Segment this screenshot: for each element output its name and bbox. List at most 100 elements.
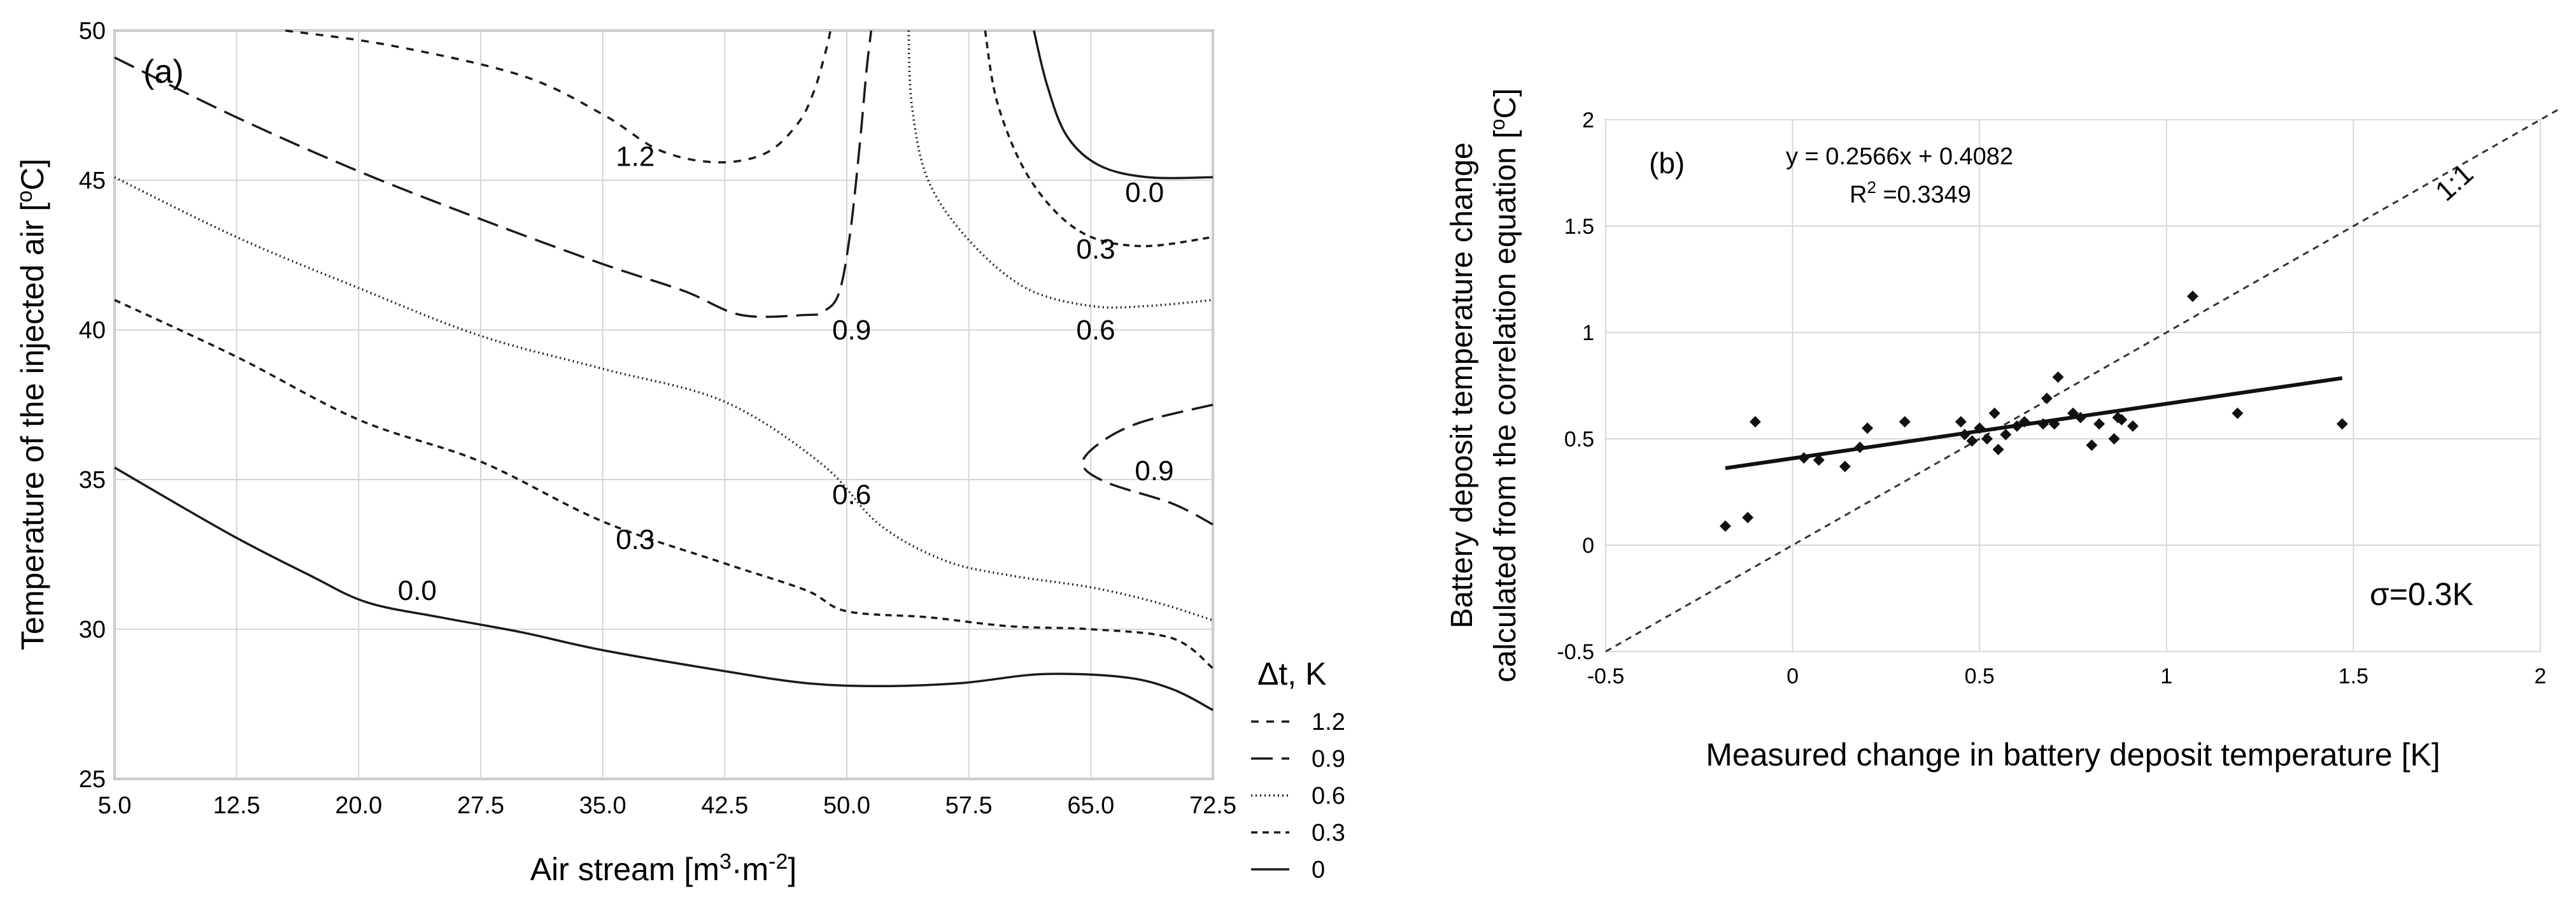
x-tick-label: 12.5	[213, 792, 260, 819]
x-tick-label: 0	[1787, 664, 1799, 688]
legend-label: 1.2	[1312, 709, 1345, 736]
data-point	[1958, 429, 1971, 441]
contour-line-0-6	[114, 176, 1214, 622]
panel-a-y-axis-label: Temperature of the injected air [oC]	[13, 159, 50, 650]
data-point	[1862, 422, 1874, 434]
x-tick-label: 0.5	[1965, 664, 1995, 688]
data-point	[1798, 452, 1810, 464]
x-tick-label: 20.0	[335, 792, 382, 819]
y-tick-label: 25	[79, 766, 106, 793]
panel-a-label: (a)	[143, 53, 184, 90]
data-point	[2186, 290, 2198, 303]
y-tick-label: 1	[1582, 321, 1594, 345]
contour-label: 1.2	[616, 141, 655, 172]
y-tick-label: 2	[1582, 108, 1594, 132]
data-point	[2108, 433, 2120, 445]
data-point	[1813, 454, 1825, 466]
y-tick-label: 1.5	[1564, 215, 1594, 239]
data-point	[2018, 416, 2030, 428]
contour-line-0-9	[1081, 403, 1214, 526]
x-tick-label: 57.5	[945, 792, 993, 819]
contour-line-0	[1033, 30, 1214, 180]
panel-b-label: (b)	[1649, 146, 1685, 180]
legend-title: Δt, K	[1257, 656, 1326, 692]
contour-label: 0.6	[1076, 315, 1115, 346]
data-point	[1992, 443, 2004, 455]
data-point	[2093, 418, 2105, 430]
contour-label: 0.0	[398, 575, 437, 606]
panel-a-y-tick-labels: 25 30 35 40 45 50	[79, 18, 106, 793]
data-point	[2067, 407, 2079, 419]
data-point	[1749, 416, 1761, 428]
panel-b-lines	[1605, 108, 2560, 653]
panel-a-x-tick-labels: 5.0 12.5 20.0 27.5 35.0 42.5 50.0 57.5 65.0 72.5	[98, 792, 1236, 819]
panel-b-y-tick-labels: -0.5 0 0.5 1 1.5 2	[1557, 108, 1594, 664]
x-tick-label: 65.0	[1067, 792, 1114, 819]
data-point	[1899, 416, 1911, 428]
y-tick-label: 50	[79, 18, 106, 45]
legend-label: 0.3	[1312, 820, 1345, 846]
x-tick-label: 5.0	[98, 792, 132, 819]
data-point	[2074, 411, 2086, 424]
x-tick-label: 35.0	[579, 792, 626, 819]
data-point	[2232, 407, 2244, 419]
panel-b-y-axis-label-line1: Battery deposit temperature change	[1445, 142, 1479, 628]
data-point	[1742, 511, 1754, 524]
sigma-label: σ=0.3K	[2370, 576, 2473, 612]
y-tick-label: 35	[79, 467, 106, 494]
x-tick-label: 72.5	[1189, 792, 1236, 819]
contour-label: 0.3	[616, 524, 655, 555]
legend-label: 0.6	[1312, 783, 1345, 809]
y-tick-label: 40	[79, 317, 106, 344]
contour-line-0-6	[907, 30, 1214, 309]
x-tick-label: 42.5	[701, 792, 748, 819]
data-point	[1955, 416, 1967, 428]
legend-label: 0	[1312, 857, 1325, 883]
x-tick-label: 2	[2535, 664, 2547, 688]
data-point	[2116, 413, 2128, 425]
x-tick-label: -0.5	[1587, 664, 1625, 688]
data-point	[2011, 420, 2023, 432]
data-point	[1974, 422, 1986, 434]
panel-a-plot-frame	[113, 29, 1214, 780]
contour-label: 0.6	[832, 480, 871, 511]
data-point	[2041, 392, 2053, 404]
x-tick-label: 1	[2160, 664, 2172, 688]
panel-a-contours	[114, 29, 1214, 711]
contour-line-1-2	[285, 29, 832, 164]
panel-a-x-axis-label: Air stream [m3·m-2]	[530, 850, 797, 887]
data-point	[2086, 439, 2098, 452]
panel-b-y-axis-label-line2: calculated from the correlation equation…	[1486, 89, 1522, 683]
legend-label: 0.9	[1312, 746, 1345, 773]
panel-b-points	[1719, 290, 2348, 532]
panel-b-grid	[1605, 119, 2541, 652]
contour-line-0	[114, 466, 1214, 711]
y-tick-label: 45	[79, 167, 106, 194]
y-tick-label: 0.5	[1564, 427, 1594, 452]
trend-line	[1725, 376, 2343, 471]
contour-label: 0.3	[1076, 234, 1115, 265]
contour-label: 0.9	[832, 315, 871, 346]
data-point	[1966, 435, 1978, 447]
equation-label: y = 0.2566x + 0.4082	[1786, 143, 2013, 170]
panel-b-scatter-chart: -0.5 0 0.5 1 1.5 2 -0.5 0 0.5 1 1.5 2 (b) y = 0.25…	[1445, 89, 2560, 773]
x-tick-label: 50.0	[823, 792, 870, 819]
data-point	[2048, 418, 2060, 430]
data-point	[2037, 418, 2049, 430]
y-tick-label: 30	[79, 616, 106, 643]
data-point	[1839, 460, 1851, 473]
data-point	[2000, 429, 2012, 441]
panel-a-contour-chart: 1.2 0.0 0.3 0.9 0.6 0.9 0.6 0.3 0.0 5.0 12.5 20.0 2…	[13, 18, 1345, 887]
data-point	[1854, 441, 1866, 453]
data-point	[1988, 407, 2000, 419]
contour-label: 0.9	[1135, 455, 1173, 487]
y-tick-label: 0	[1582, 534, 1594, 558]
data-point	[2052, 371, 2064, 383]
r-squared-label: R2 =0.3349	[1850, 178, 1971, 208]
panel-b-x-axis-label: Measured change in battery deposit tempe…	[1706, 737, 2440, 773]
data-point	[1719, 520, 1731, 532]
panel-a-contour-labels: 1.2 0.0 0.3 0.9 0.6 0.9 0.6 0.3 0.0	[398, 141, 1174, 606]
x-tick-label: 27.5	[457, 792, 504, 819]
panel-a-legend: Δt, K 1.2 0.9 0.6 0.3 0	[1251, 656, 1345, 883]
